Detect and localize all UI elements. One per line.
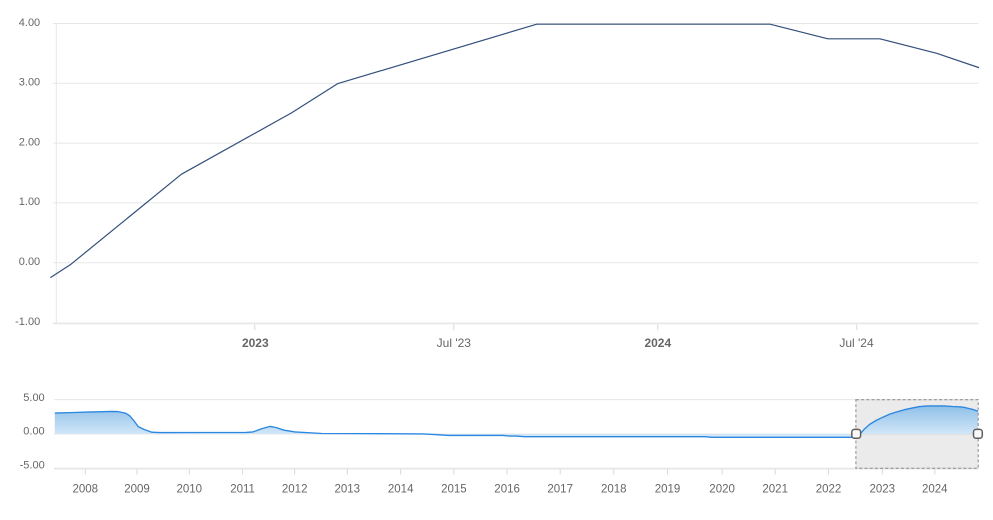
svg-text:Jul '24: Jul '24	[839, 336, 874, 350]
svg-text:2023: 2023	[870, 484, 896, 496]
svg-text:-5.00: -5.00	[20, 460, 45, 472]
svg-text:2009: 2009	[124, 484, 150, 496]
svg-text:0.00: 0.00	[19, 256, 40, 268]
svg-text:3.00: 3.00	[19, 77, 40, 89]
svg-text:2017: 2017	[547, 484, 573, 496]
svg-text:-1.00: -1.00	[15, 316, 40, 328]
svg-text:2024: 2024	[922, 484, 948, 496]
svg-text:1.00: 1.00	[19, 196, 40, 208]
svg-text:2013: 2013	[335, 484, 361, 496]
svg-text:2.00: 2.00	[19, 136, 40, 148]
svg-text:2016: 2016	[494, 484, 520, 496]
svg-text:2018: 2018	[601, 484, 627, 496]
svg-text:2015: 2015	[441, 484, 467, 496]
svg-text:2008: 2008	[73, 484, 99, 496]
svg-text:5.00: 5.00	[23, 392, 44, 404]
svg-text:2022: 2022	[816, 484, 842, 496]
svg-text:2024: 2024	[644, 336, 671, 350]
svg-text:2019: 2019	[655, 484, 681, 496]
svg-text:Jul '23: Jul '23	[437, 336, 472, 350]
svg-text:4.00: 4.00	[19, 17, 40, 29]
svg-text:2021: 2021	[762, 484, 788, 496]
svg-text:2014: 2014	[388, 484, 414, 496]
svg-text:2020: 2020	[709, 484, 735, 496]
svg-text:2012: 2012	[282, 484, 308, 496]
svg-text:0.00: 0.00	[23, 425, 44, 437]
svg-text:2011: 2011	[230, 484, 255, 496]
svg-text:2023: 2023	[242, 336, 269, 350]
svg-text:2010: 2010	[177, 484, 203, 496]
